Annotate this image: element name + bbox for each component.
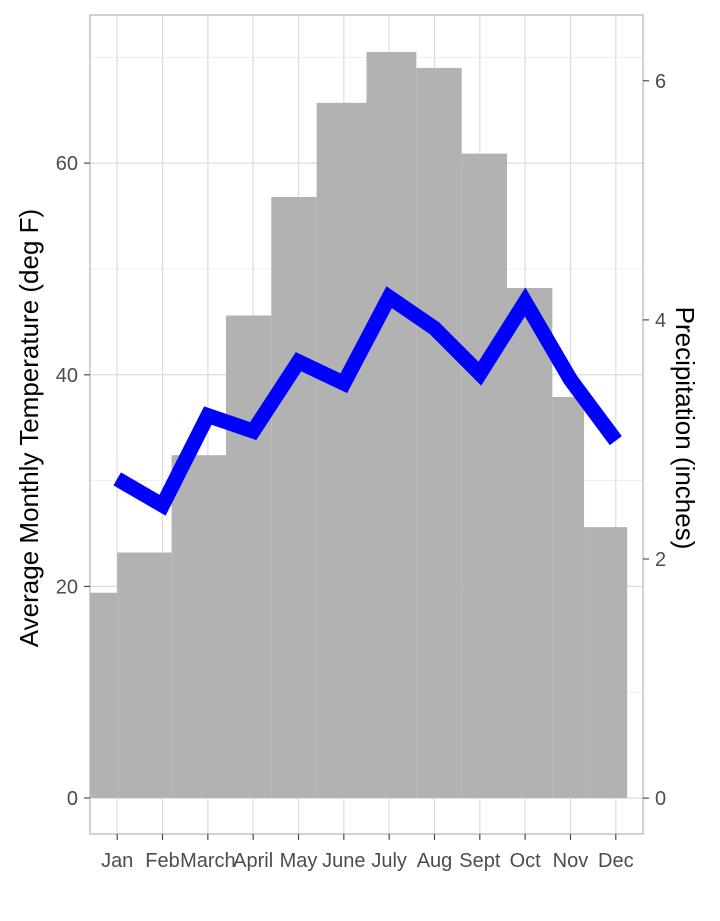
x-axis-tick-label: Jan (101, 850, 133, 872)
right-axis-tick-label: 4 (655, 310, 666, 332)
temperature-bar (552, 396, 585, 799)
temperature-bar (416, 67, 462, 799)
temperature-bar (316, 102, 367, 799)
temperature-bar (366, 52, 417, 799)
temperature-bar (271, 197, 317, 799)
right-axis-tick-label: 6 (655, 71, 666, 93)
x-axis-tick-label: Sept (459, 850, 501, 872)
x-axis-tick-label: July (371, 850, 407, 872)
x-axis-tick-label: Feb (145, 850, 179, 872)
x-axis-tick-label: Dec (598, 850, 634, 872)
left-axis-tick-label: 40 (56, 365, 78, 387)
right-axis-tick-label: 2 (655, 549, 666, 571)
temperature-bar (461, 153, 508, 799)
left-y-axis: 0 20 40 60 (56, 153, 90, 810)
right-axis-title: Precipitation (inches) (670, 307, 700, 550)
plot-border (89, 14, 644, 835)
x-axis-tick-label: Nov (553, 850, 589, 872)
left-axis-title: Average Monthly Temperature (deg F) (14, 209, 44, 647)
temperature-bar (171, 455, 226, 799)
x-axis-tick-label: April (233, 850, 273, 872)
right-y-axis: 0 2 4 6 (643, 71, 666, 810)
bar-series (90, 52, 628, 799)
right-axis-tick-label: 0 (655, 788, 666, 810)
temperature-bar (507, 288, 553, 799)
x-axis-tick-label: Aug (417, 850, 453, 872)
x-axis-tick-label: June (322, 850, 365, 872)
x-axis-tick-label: March (180, 850, 236, 872)
left-axis-tick-label: 20 (56, 576, 78, 598)
temperature-bar (117, 552, 172, 799)
precipitation-line (113, 286, 622, 516)
x-axis-tick-label: Oct (510, 850, 542, 872)
x-axis-tick-label: May (280, 850, 318, 872)
temperature-bar (90, 592, 118, 799)
temperature-bar (584, 527, 628, 799)
line-series (113, 286, 622, 516)
left-axis-tick-label: 0 (67, 788, 78, 810)
temperature-bar (225, 315, 272, 799)
left-axis-tick-label: 60 (56, 153, 78, 175)
